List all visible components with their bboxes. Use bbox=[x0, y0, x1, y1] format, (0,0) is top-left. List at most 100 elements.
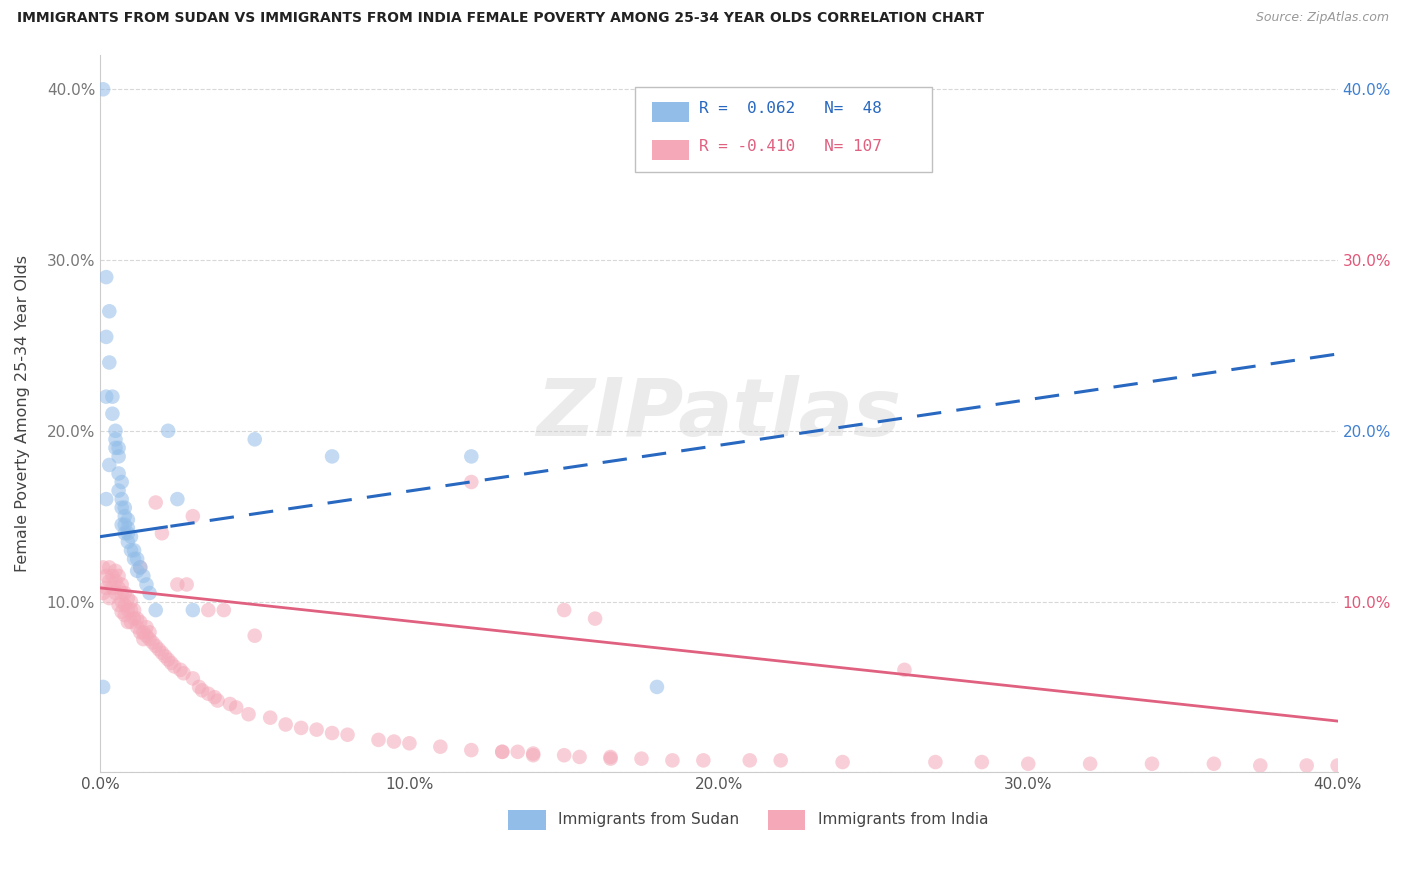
Point bbox=[111, 594, 134, 608]
Point bbox=[145, 639, 167, 653]
Point bbox=[188, 680, 211, 694]
Point bbox=[96, 390, 118, 404]
Point bbox=[129, 560, 152, 574]
Point bbox=[176, 577, 198, 591]
Point bbox=[150, 646, 173, 660]
Point bbox=[181, 509, 204, 524]
Point bbox=[117, 534, 139, 549]
Point bbox=[290, 721, 312, 735]
Point bbox=[148, 642, 170, 657]
Point bbox=[197, 603, 219, 617]
Point bbox=[153, 649, 176, 664]
Point bbox=[163, 659, 186, 673]
Point bbox=[460, 475, 482, 489]
Text: R = -0.410   N= 107: R = -0.410 N= 107 bbox=[699, 139, 882, 154]
Point bbox=[127, 620, 149, 634]
Point bbox=[104, 433, 127, 447]
Point bbox=[135, 577, 157, 591]
Point bbox=[122, 543, 145, 558]
Point bbox=[98, 591, 121, 606]
Point bbox=[138, 625, 160, 640]
Point bbox=[111, 492, 134, 507]
Point bbox=[107, 483, 129, 498]
Point bbox=[120, 543, 142, 558]
Point bbox=[491, 745, 513, 759]
Point bbox=[101, 390, 124, 404]
Point bbox=[114, 500, 136, 515]
Point bbox=[132, 569, 155, 583]
Point bbox=[553, 603, 575, 617]
Point bbox=[107, 450, 129, 464]
Point bbox=[191, 683, 214, 698]
Point bbox=[367, 732, 389, 747]
Point bbox=[1078, 756, 1101, 771]
Point bbox=[114, 598, 136, 612]
Point bbox=[114, 509, 136, 524]
Point bbox=[107, 569, 129, 583]
Point bbox=[138, 586, 160, 600]
Point bbox=[893, 663, 915, 677]
Point bbox=[583, 612, 606, 626]
Point bbox=[1140, 756, 1163, 771]
Point bbox=[120, 603, 142, 617]
Point bbox=[122, 603, 145, 617]
Point bbox=[96, 270, 118, 285]
Point bbox=[274, 717, 297, 731]
Point bbox=[661, 753, 683, 767]
Point bbox=[111, 475, 134, 489]
Point bbox=[127, 564, 149, 578]
Point bbox=[181, 672, 204, 686]
Point bbox=[127, 612, 149, 626]
Point bbox=[157, 424, 180, 438]
Point bbox=[114, 586, 136, 600]
Point bbox=[96, 569, 118, 583]
Point bbox=[98, 458, 121, 472]
Point bbox=[321, 450, 343, 464]
Point bbox=[114, 608, 136, 623]
Point bbox=[122, 612, 145, 626]
Text: IMMIGRANTS FROM SUDAN VS IMMIGRANTS FROM INDIA FEMALE POVERTY AMONG 25-34 YEAR O: IMMIGRANTS FROM SUDAN VS IMMIGRANTS FROM… bbox=[17, 11, 984, 25]
Point bbox=[522, 748, 544, 763]
Point bbox=[243, 433, 266, 447]
Point bbox=[117, 591, 139, 606]
Point bbox=[305, 723, 328, 737]
Point bbox=[692, 753, 714, 767]
Point bbox=[738, 753, 761, 767]
Point bbox=[107, 467, 129, 481]
Point bbox=[107, 598, 129, 612]
Point bbox=[101, 581, 124, 595]
Point bbox=[135, 620, 157, 634]
Point bbox=[197, 687, 219, 701]
Point bbox=[98, 355, 121, 369]
Point bbox=[98, 304, 121, 318]
Point bbox=[145, 603, 167, 617]
Point bbox=[506, 745, 529, 759]
Point bbox=[111, 500, 134, 515]
Point bbox=[553, 748, 575, 763]
Bar bbox=[652, 140, 689, 160]
Point bbox=[111, 577, 134, 591]
Point bbox=[96, 492, 118, 507]
Point bbox=[1326, 758, 1348, 772]
Point bbox=[91, 586, 114, 600]
Point bbox=[104, 564, 127, 578]
Point bbox=[120, 530, 142, 544]
Point bbox=[129, 560, 152, 574]
Point bbox=[1017, 756, 1039, 771]
Point bbox=[120, 594, 142, 608]
Point bbox=[169, 663, 191, 677]
Point bbox=[104, 586, 127, 600]
Point bbox=[98, 574, 121, 588]
Point bbox=[491, 745, 513, 759]
Point bbox=[117, 526, 139, 541]
Point bbox=[104, 424, 127, 438]
Point bbox=[160, 656, 183, 670]
Point bbox=[117, 521, 139, 535]
Point bbox=[101, 407, 124, 421]
Point bbox=[259, 711, 281, 725]
Point bbox=[225, 700, 247, 714]
Point bbox=[104, 441, 127, 455]
Point bbox=[1249, 758, 1271, 772]
Point bbox=[166, 492, 188, 507]
Point bbox=[138, 632, 160, 646]
